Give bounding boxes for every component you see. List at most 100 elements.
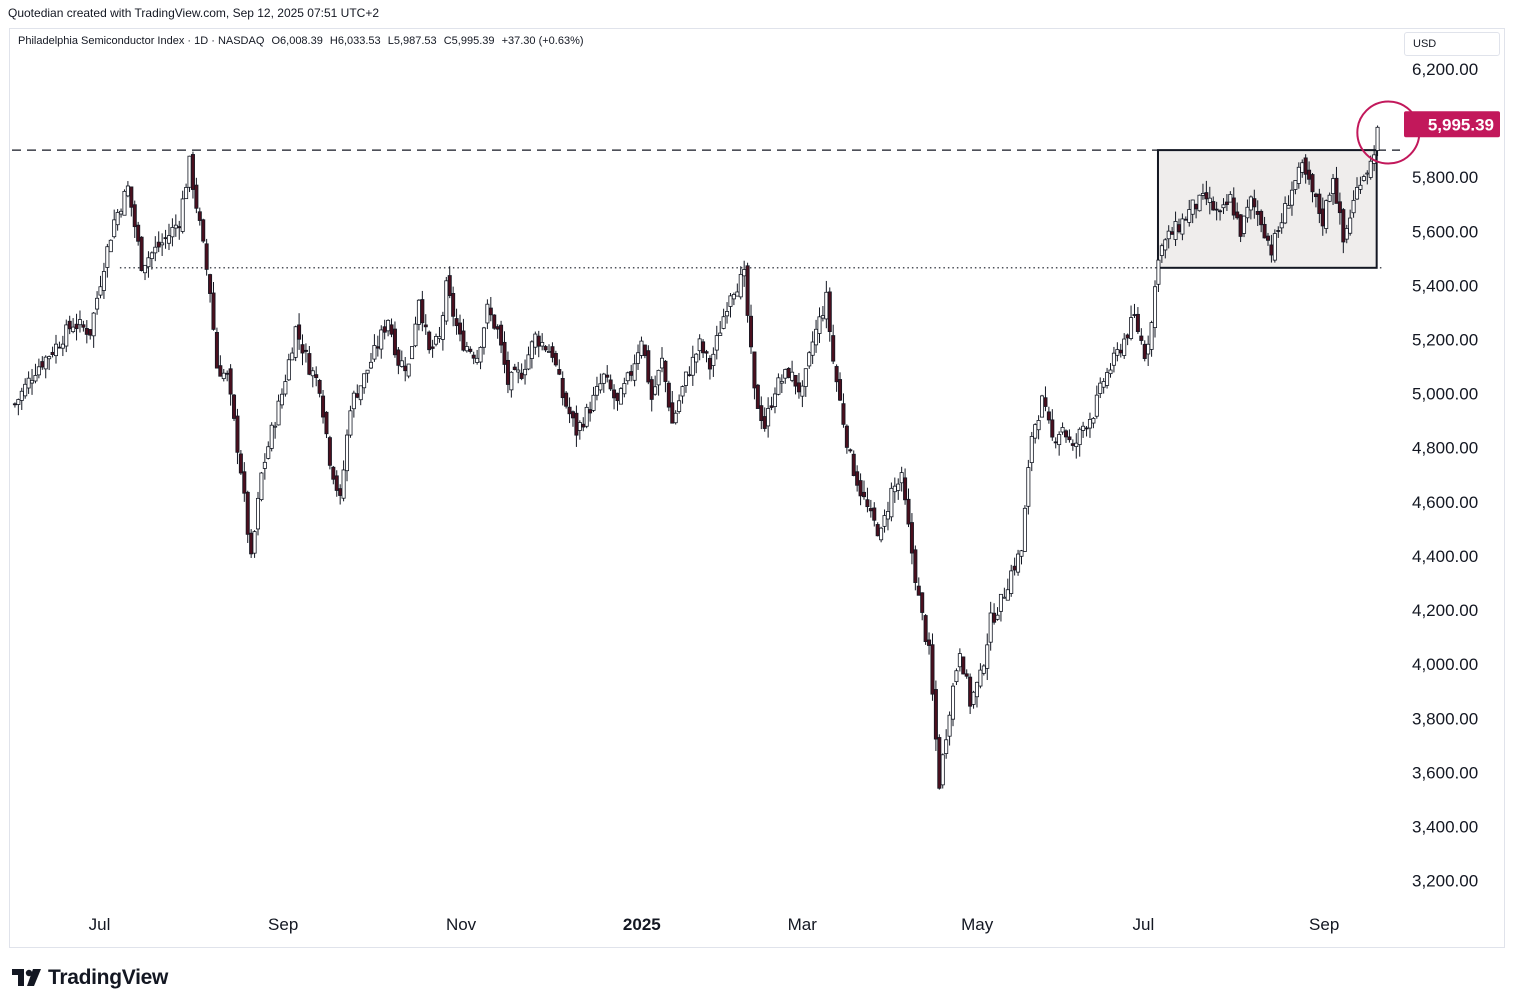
candle-body: [1187, 209, 1192, 223]
candle-body: [478, 346, 483, 363]
legend-symbol[interactable]: Philadelphia Semiconductor Index · 1D · …: [18, 35, 265, 47]
candle-body: [1375, 126, 1380, 151]
candle-body: [444, 280, 449, 322]
candle-body: [1245, 206, 1250, 219]
candle-body: [276, 400, 281, 426]
candle-body: [683, 371, 688, 386]
candle-body: [440, 315, 445, 340]
candle-body: [1081, 425, 1086, 431]
candle-body: [1159, 245, 1164, 256]
candle-body: [577, 422, 582, 431]
y-tick-label: 3,400.00: [1412, 818, 1478, 837]
candle-body: [656, 369, 661, 386]
candle-body: [1002, 596, 1007, 599]
candle-body: [509, 371, 514, 391]
candle-body: [1170, 231, 1175, 235]
candle-body: [1029, 436, 1034, 464]
candle-body: [892, 485, 897, 493]
candle-body: [136, 224, 141, 242]
candle-body: [704, 351, 709, 354]
candle-body: [119, 210, 124, 215]
candle-body: [1036, 420, 1041, 431]
candle-body: [995, 614, 1000, 620]
candle-body: [242, 471, 247, 494]
candle-body: [1331, 178, 1336, 194]
candle-body: [420, 299, 425, 324]
candle-body: [1334, 177, 1339, 204]
candle-body: [1022, 507, 1027, 552]
candle-body: [899, 472, 904, 484]
candle-body: [348, 410, 353, 436]
candle-body: [1235, 211, 1240, 219]
candle-body: [12, 403, 17, 406]
currency-button[interactable]: USD: [1404, 32, 1500, 56]
candle-body: [594, 386, 599, 396]
candle-body: [201, 219, 206, 242]
candle-body: [1224, 201, 1229, 205]
candle-body: [84, 328, 89, 335]
candle-body: [1262, 223, 1267, 239]
candle-body: [464, 346, 469, 352]
candle-body: [731, 293, 736, 300]
candle-body: [581, 423, 586, 428]
candle-body: [33, 375, 38, 382]
candle-body: [649, 379, 654, 400]
candle-body: [612, 389, 617, 399]
candle-body: [64, 324, 69, 347]
candle-body: [139, 236, 144, 272]
candle-body: [872, 507, 877, 521]
candle-body: [461, 330, 466, 351]
candle-body: [954, 670, 959, 683]
candle-body: [177, 226, 182, 229]
candle-body: [759, 405, 764, 422]
candle-body: [40, 361, 45, 368]
y-tick-label: 4,000.00: [1412, 655, 1478, 674]
candle-body: [1060, 427, 1065, 433]
candle-body: [1033, 424, 1038, 439]
candle-body: [396, 349, 401, 366]
candle-body: [1091, 418, 1096, 424]
candle-body: [375, 346, 380, 349]
candle-body: [1026, 467, 1031, 507]
candle-body: [307, 353, 312, 375]
candle-body: [1248, 196, 1253, 211]
candle-body: [163, 237, 168, 240]
candle-body: [838, 379, 843, 401]
candle-body: [711, 353, 716, 366]
candle-body: [793, 374, 798, 387]
candle-body: [324, 411, 329, 435]
candle-body: [725, 311, 730, 317]
candle-body: [632, 363, 637, 381]
candle-body: [701, 341, 706, 354]
candle-body: [457, 322, 462, 335]
candle-body: [321, 395, 326, 418]
candle-body: [1310, 174, 1315, 193]
candle-body: [1016, 553, 1021, 573]
candle-body: [1118, 349, 1123, 354]
candle-body: [588, 409, 593, 414]
candle-body: [225, 372, 230, 375]
candle-body: [1200, 193, 1205, 196]
candle-body: [608, 379, 613, 390]
candle-body: [851, 453, 856, 476]
candle-body: [817, 316, 822, 334]
candle-body: [23, 383, 28, 397]
candle-body: [646, 350, 651, 383]
candle-body: [1019, 550, 1024, 557]
candle-body: [827, 291, 832, 333]
candle-body: [913, 549, 918, 583]
candle-body: [526, 354, 531, 370]
candle-body: [1303, 157, 1308, 175]
tradingview-logo[interactable]: TradingView: [12, 966, 168, 990]
candle-body: [173, 224, 178, 229]
candle-body: [697, 338, 702, 352]
candle-body: [317, 379, 322, 394]
candle-body: [920, 592, 925, 613]
candle-body: [26, 377, 31, 389]
legend-low: L5,987.53: [387, 35, 437, 47]
candle-body: [673, 412, 678, 424]
y-tick-label: 5,200.00: [1412, 331, 1478, 350]
candle-body: [858, 480, 863, 497]
candle-body: [810, 341, 815, 356]
